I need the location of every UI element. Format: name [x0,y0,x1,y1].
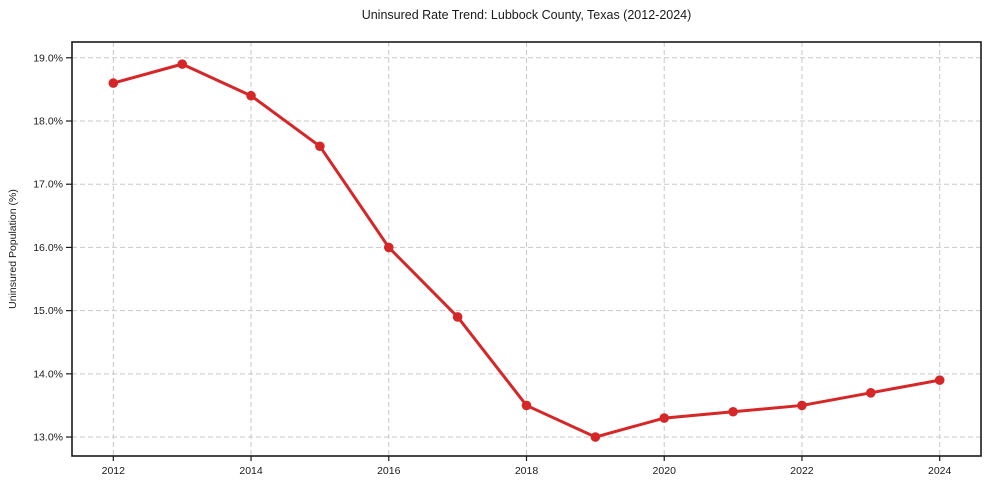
data-point-2015 [315,141,325,152]
data-point-2024 [934,375,945,385]
data-point-2014 [246,90,256,101]
y-tick-label: 19.0% [33,52,63,64]
data-point-2016 [383,242,394,253]
data-point-2020 [659,413,670,423]
x-tick-label: 2022 [790,465,814,477]
x-tick-label: 2012 [102,465,126,477]
x-tick-label: 2018 [515,465,539,477]
data-point-2012 [108,78,119,88]
y-tick-label: 14.0% [33,368,63,380]
data-point-2017 [452,312,463,322]
x-tick-label: 2014 [239,465,263,477]
y-tick-label: 13.0% [33,432,63,444]
data-point-2021 [728,406,738,417]
y-tick-label: 17.0% [33,179,63,191]
data-point-2019 [590,432,601,442]
data-point-2018 [521,400,532,411]
y-tick-label: 15.0% [33,305,63,317]
x-tick-label: 2016 [377,465,401,477]
chart-title: Uninsured Rate Trend: Lubbock County, Te… [361,8,692,22]
data-point-2023 [866,387,876,398]
plot-border [71,41,982,457]
data-point-2022 [797,400,807,411]
data-point-2013 [177,59,187,69]
y-tick-label: 18.0% [33,116,63,128]
x-tick-label: 2024 [928,465,952,477]
y-tick-label: 16.0% [33,242,63,254]
x-tick-label: 2020 [653,465,677,477]
